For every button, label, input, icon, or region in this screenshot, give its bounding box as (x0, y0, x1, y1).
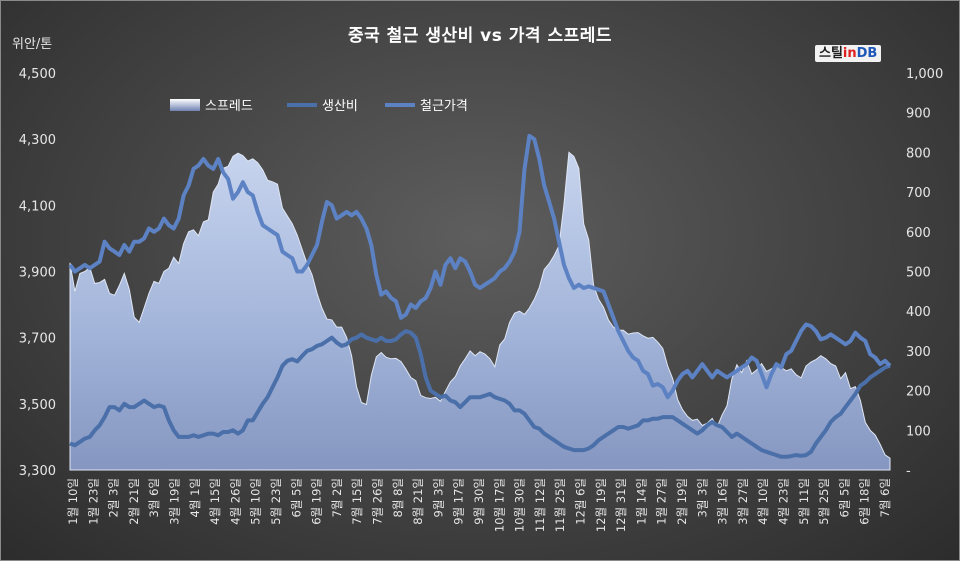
left-y-tick-label: 3,300 (19, 464, 56, 479)
chart-title: 중국 철근 생산비 vs 가격 스프레드 (347, 26, 613, 46)
x-tick-label: 3월 19일 (168, 478, 182, 525)
x-tick-label: 3월 3일 (695, 478, 709, 517)
right-y-tick-label: 400 (906, 305, 931, 320)
x-tick-label: 1월 14일 (634, 478, 648, 525)
right-y-tick-label: 300 (906, 345, 931, 360)
x-tick-label: 11월 12일 (533, 478, 547, 532)
x-tick-label: 6월 5일 (289, 478, 303, 517)
x-tick-label: 10월 30일 (513, 478, 527, 532)
legend-rebar-price-label: 철근가격 (420, 99, 468, 114)
right-y-tick-label: 700 (906, 186, 931, 201)
x-tick-label: 3월 16일 (716, 478, 730, 525)
legend-spread-label: 스프레드 (205, 99, 253, 114)
series-spread-area (69, 151, 891, 471)
x-tick-label: 8월 21일 (411, 478, 425, 525)
left-y-tick-label: 3,900 (19, 266, 56, 281)
x-tick-label: 5월 25일 (817, 478, 831, 525)
right-y-tick-label: 500 (906, 266, 931, 281)
x-tick-label: 5월 11일 (797, 478, 811, 525)
x-tick-label: 12월 6일 (574, 478, 588, 525)
right-y-tick-label: - (906, 464, 911, 479)
y-axis-unit-label: 위안/톤 (12, 37, 53, 52)
right-y-tick-label: 600 (906, 226, 931, 241)
legend-spread-swatch (170, 99, 200, 111)
x-tick-label: 2월 21일 (127, 478, 141, 525)
x-tick-label: 4월 26일 (228, 478, 242, 525)
x-tick-label: 8월 8일 (391, 478, 405, 517)
x-tick-label: 2월 19일 (675, 478, 689, 525)
x-tick-label: 9월 17일 (452, 478, 466, 525)
right-y-tick-label: 900 (906, 107, 931, 122)
x-tick-label: 7월 6일 (878, 478, 892, 517)
series-production-cost-line (69, 329, 891, 459)
right-y-tick-label: 200 (906, 385, 931, 400)
x-tick-label: 4월 15일 (208, 478, 222, 525)
x-tick-label: 1월 10일 (66, 478, 80, 525)
x-tick-label: 6월 5일 (837, 478, 851, 517)
legend: 스프레드 생산비 철근가격 (170, 99, 468, 114)
x-tick-label: 3월 6일 (147, 478, 161, 517)
left-y-tick-label: 3,500 (19, 398, 56, 413)
x-tick-label: 1월 23일 (86, 478, 100, 525)
x-tick-label: 4월 23일 (777, 478, 791, 525)
x-tick-label: 12월 31일 (614, 478, 628, 532)
left-y-tick-label: 3,700 (19, 332, 56, 347)
x-tick-label: 6월 19일 (310, 478, 324, 525)
x-tick-label: 1월 27일 (655, 478, 669, 525)
x-tick-label: 5월 23일 (269, 478, 283, 525)
legend-production-cost-label: 생산비 (322, 99, 358, 114)
x-tick-label: 6월 18일 (858, 478, 872, 525)
x-tick-label: 11월 25일 (553, 478, 567, 532)
x-tick-label: 3월 27일 (736, 478, 750, 525)
x-tick-label: 12월 19일 (594, 478, 608, 532)
right-y-tick-label: 100 (906, 424, 931, 439)
x-tick-label: 10월 17일 (492, 478, 506, 532)
x-tick-label: 4월 10일 (756, 478, 770, 525)
steelindb-logo: 스틸inDB (815, 45, 882, 62)
right-y-axis: - 100 200 300 400 500 600 700 800 900 1,000 (906, 67, 943, 479)
left-y-tick-label: 4,300 (19, 133, 56, 148)
x-tick-label: 4월 1일 (188, 478, 202, 517)
left-y-tick-label: 4,100 (19, 199, 56, 214)
left-y-tick-label: 4,500 (19, 67, 56, 82)
x-tick-label: 9월 3일 (431, 478, 445, 517)
x-tick-label: 9월 30일 (472, 478, 486, 525)
left-y-axis: 3,300 3,500 3,700 3,900 4,100 4,300 4,500 (19, 67, 56, 479)
x-tick-label: 2월 3일 (107, 478, 121, 517)
plot-area (68, 133, 892, 471)
x-tick-label: 7월 15일 (350, 478, 364, 525)
right-y-tick-label: 1,000 (906, 67, 943, 82)
x-axis: 1월 10일 1월 23일 2월 3일 2월 21일 3월 6일 3월 19일 4월 1일 4… (66, 469, 892, 532)
x-tick-label: 5월 10일 (249, 478, 263, 525)
x-tick-label: 7월 26일 (371, 478, 385, 525)
series-rebar-price-line (68, 133, 892, 400)
x-tick-label: 7월 2일 (330, 478, 344, 517)
right-y-tick-label: 800 (906, 146, 931, 161)
